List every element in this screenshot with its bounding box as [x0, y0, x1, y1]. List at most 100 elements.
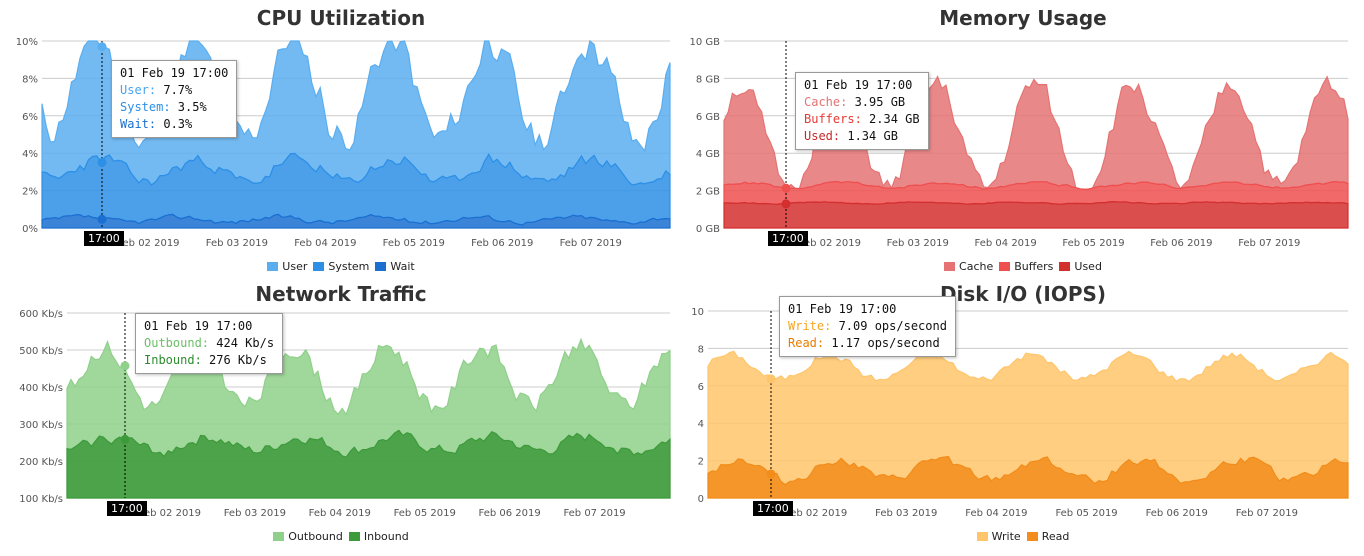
- series-area-buffers: [723, 180, 1349, 205]
- legend-swatch: [313, 262, 325, 271]
- x-tick-label: Feb 02 2019: [799, 238, 861, 249]
- tooltip-series-label: Write:: [788, 319, 839, 333]
- disk-chart[interactable]: 0 2 4 6 8 10 Feb 02 2019 Feb 03 2019 Feb 04 2019…: [682, 276, 1364, 556]
- legend-item-system[interactable]: System: [313, 260, 369, 273]
- hover-marker: [766, 374, 776, 384]
- legend-label: System: [328, 260, 370, 273]
- tooltip-row: Used: 1.34 GB: [804, 128, 920, 145]
- tooltip-value: 7.09 ops/second: [838, 319, 947, 333]
- tooltip-time: 01 Feb 19 17:00: [120, 66, 229, 80]
- x-tick-label: Feb 03 2019: [224, 508, 286, 519]
- legend-label: Outbound: [288, 530, 343, 543]
- hover-marker: [781, 199, 791, 209]
- tooltip-series-label: Wait:: [120, 117, 164, 131]
- chart-title: CPU Utilization: [256, 6, 426, 30]
- x-tick-label: Feb 05 2019: [1062, 238, 1124, 249]
- legend-label: Write: [991, 530, 1021, 543]
- network-traffic-panel: Network Traffic 100 Kb/s 200 Kb/s 300 Kb/s…: [0, 276, 682, 556]
- x-tick-label: Feb 03 2019: [206, 238, 268, 249]
- legend-label: Cache: [959, 260, 994, 273]
- hover-marker: [781, 183, 791, 193]
- tooltip-row: Cache: 3.95 GB: [804, 94, 920, 111]
- tooltip-value: 2.34 GB: [869, 112, 920, 126]
- legend-item-buffers[interactable]: Buffers: [999, 260, 1053, 273]
- y-tick-label: 4: [698, 419, 704, 430]
- x-tick-label: Feb 04 2019: [294, 238, 356, 249]
- x-tick-label: Feb 05 2019: [394, 508, 456, 519]
- hover-marker: [120, 434, 130, 444]
- y-tick-label: 0 GB: [696, 224, 720, 235]
- tooltip-series-label: Outbound:: [144, 336, 217, 350]
- hover-marker: [97, 42, 107, 52]
- tooltip-value: 424 Kb/s: [216, 336, 275, 350]
- y-tick-label: 8 GB: [696, 74, 720, 85]
- y-tick-label: 500 Kb/s: [19, 346, 63, 357]
- tooltip-series-label: System:: [120, 100, 178, 114]
- tooltip-row: Outbound: 424 Kb/s: [144, 335, 274, 352]
- x-tick-label: Feb 06 2019: [1146, 508, 1208, 519]
- tooltip-row: Buffers: 2.34 GB: [804, 111, 920, 128]
- legend-item-user[interactable]: User: [267, 260, 307, 273]
- hover-marker: [97, 157, 107, 167]
- x-tick-label: Feb 07 2019: [1236, 508, 1298, 519]
- tooltip-value: 0.3%: [163, 117, 193, 131]
- legend-swatch: [944, 262, 956, 271]
- tooltip-time: 01 Feb 19 17:00: [804, 78, 913, 92]
- x-tick-label: Feb 07 2019: [560, 238, 622, 249]
- x-tick-label: Feb 07 2019: [563, 508, 625, 519]
- y-tick-label: 6: [698, 382, 704, 393]
- legend-label: Read: [1041, 530, 1070, 543]
- tooltip-value: 3.95 GB: [854, 95, 906, 109]
- legend-label: User: [282, 260, 308, 273]
- chart-legend: User System Wait: [0, 260, 682, 273]
- tooltip-series-label: Inbound:: [144, 353, 210, 367]
- x-tick-label: Feb 03 2019: [875, 508, 937, 519]
- legend-item-write[interactable]: Write: [976, 530, 1021, 543]
- legend-label: Inbound: [363, 530, 409, 543]
- y-tick-label: 100 Kb/s: [19, 494, 63, 505]
- series-area-wait: [41, 213, 671, 229]
- series-area-used: [723, 200, 1349, 229]
- y-tick-label: 8: [698, 344, 704, 355]
- legend-item-outbound[interactable]: Outbound: [273, 530, 343, 543]
- legend-label: Wait: [390, 260, 415, 273]
- tooltip-value: 3.5%: [177, 100, 207, 114]
- chart-legend: Cache Buffers Used: [682, 260, 1364, 273]
- legend-swatch: [999, 262, 1011, 271]
- y-tick-label: 2 GB: [696, 187, 720, 198]
- legend-item-cache[interactable]: Cache: [944, 260, 993, 273]
- crosshair-time-label: 17:00: [753, 501, 793, 516]
- x-tick-label: Feb 06 2019: [471, 238, 533, 249]
- tooltip-row: System: 3.5%: [120, 99, 228, 116]
- tooltip-time: 01 Feb 19 17:00: [788, 302, 897, 316]
- tooltip-row: Wait: 0.3%: [120, 116, 228, 133]
- legend-swatch: [1059, 262, 1071, 271]
- x-tick-label: Feb 04 2019: [309, 508, 371, 519]
- x-tick-label: Feb 03 2019: [887, 238, 949, 249]
- x-tick-label: Feb 05 2019: [1055, 508, 1117, 519]
- legend-swatch: [1026, 532, 1038, 541]
- y-tick-label: 6%: [22, 112, 38, 123]
- tooltip-row: Read: 1.17 ops/second: [788, 335, 947, 352]
- y-tick-label: 10: [691, 307, 704, 318]
- chart-tooltip: 01 Feb 19 17:00 Write: 7.09 ops/second Rea…: [779, 296, 956, 357]
- series-area-read: [707, 455, 1349, 499]
- chart-tooltip: 01 Feb 19 17:00 User: 7.7% System: 3.5% Wai…: [111, 60, 238, 138]
- tooltip-row: Write: 7.09 ops/second: [788, 318, 947, 335]
- tooltip-series-label: User:: [120, 83, 164, 97]
- chart-legend: Outbound Inbound: [0, 530, 682, 543]
- legend-item-inbound[interactable]: Inbound: [348, 530, 409, 543]
- legend-swatch: [267, 262, 279, 271]
- legend-item-used[interactable]: Used: [1059, 260, 1102, 273]
- legend-item-wait[interactable]: Wait: [375, 260, 415, 273]
- x-tick-label: Feb 06 2019: [479, 508, 541, 519]
- x-tick-label: Feb 05 2019: [383, 238, 445, 249]
- x-tick-label: Feb 02 2019: [785, 508, 847, 519]
- legend-item-read[interactable]: Read: [1026, 530, 1070, 543]
- x-tick-label: Feb 07 2019: [1238, 238, 1300, 249]
- hover-marker: [120, 361, 130, 371]
- x-tick-label: Feb 02 2019: [139, 508, 201, 519]
- network-chart[interactable]: 100 Kb/s 200 Kb/s 300 Kb/s 400 Kb/s 500 Kb/s…: [0, 276, 682, 556]
- tooltip-row: Inbound: 276 Kb/s: [144, 352, 274, 369]
- tooltip-value: 276 Kb/s: [209, 353, 267, 367]
